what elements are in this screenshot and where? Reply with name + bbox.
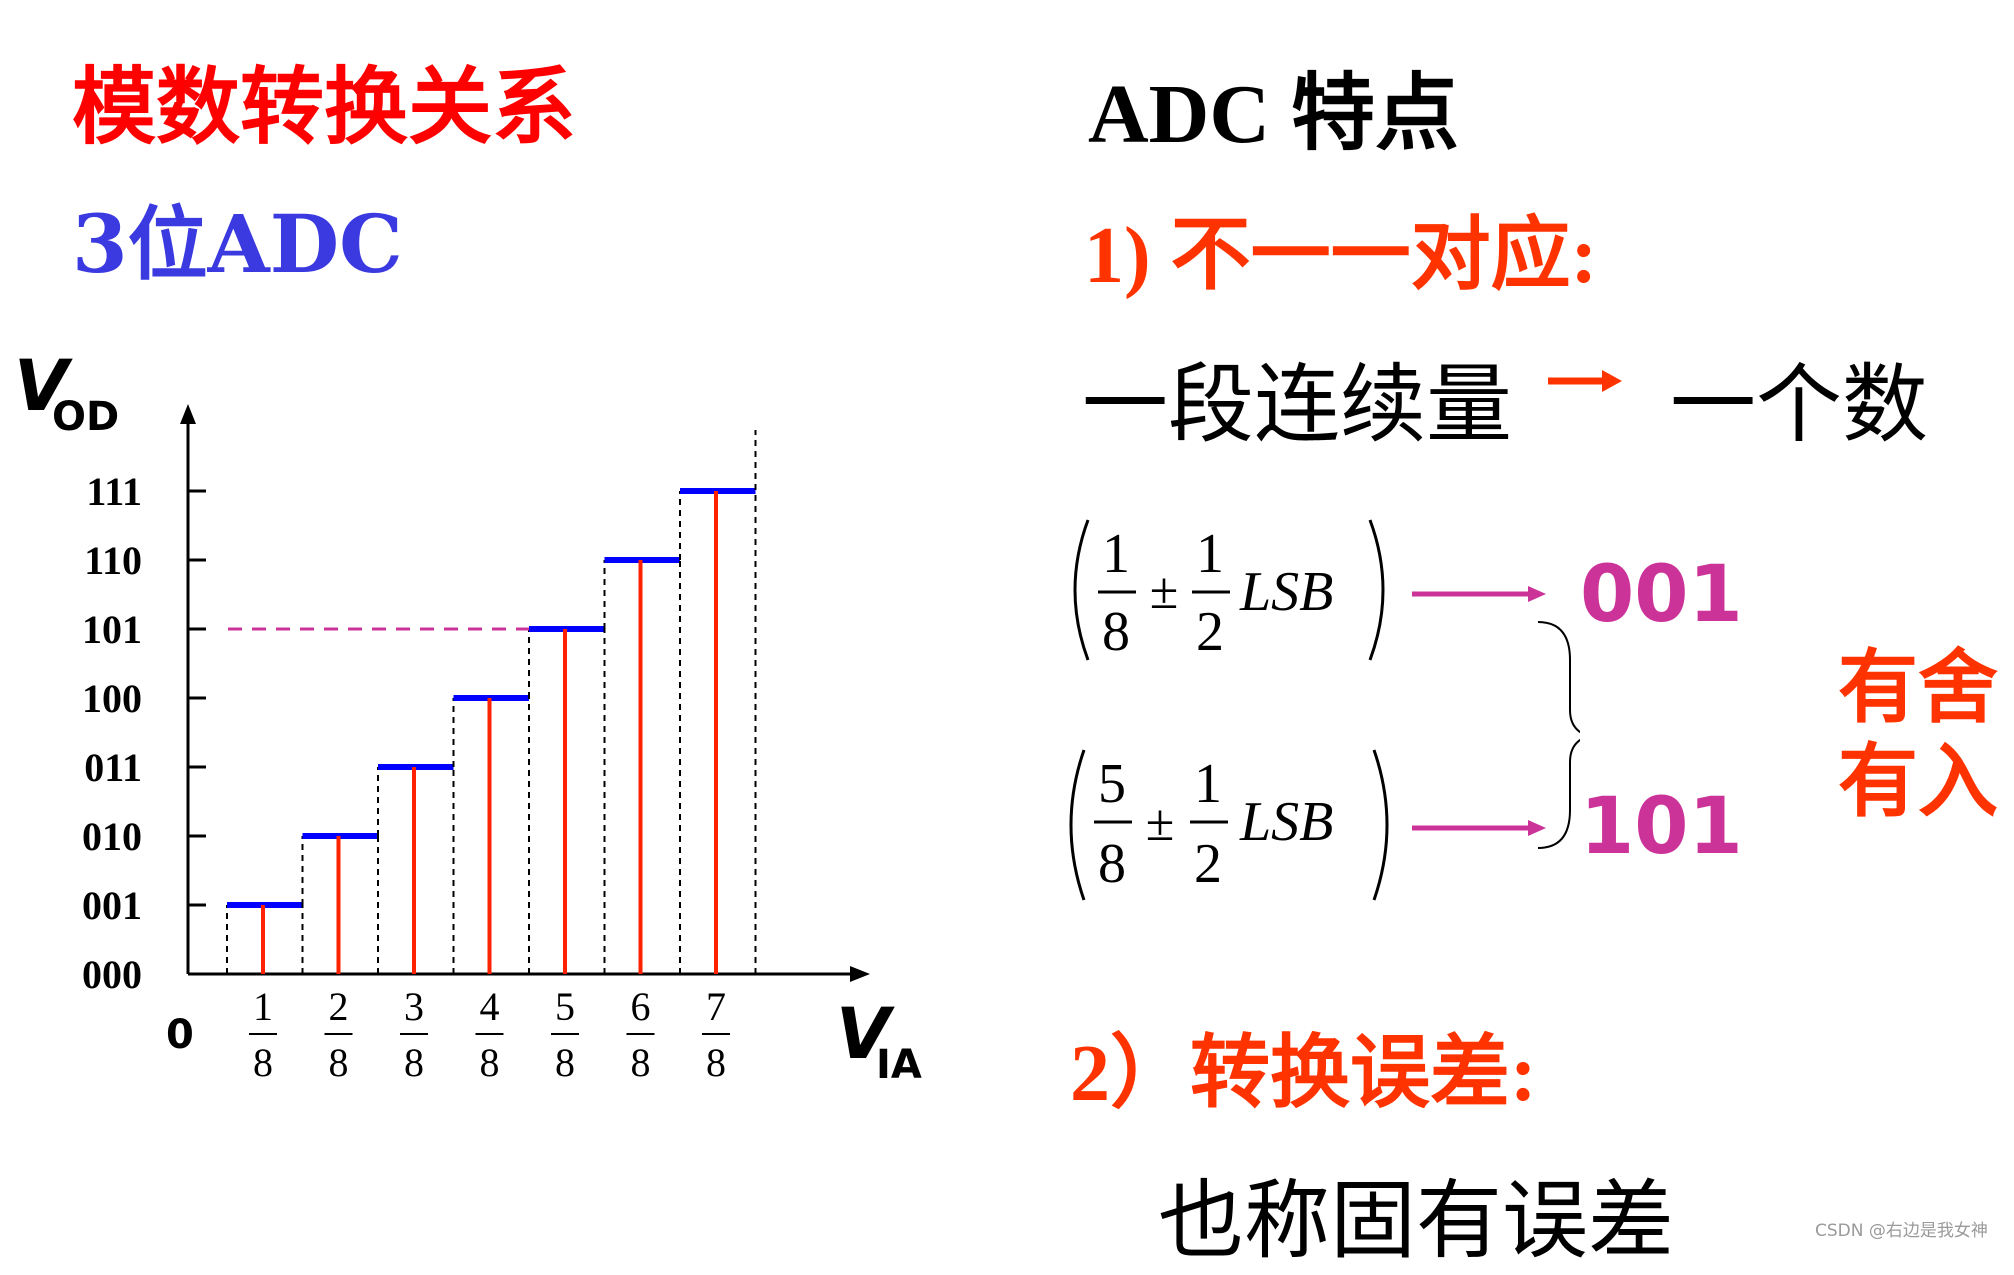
y-tick-label: 111: [86, 469, 142, 514]
x-tick-numerator: 5: [555, 984, 575, 1029]
mapping-left-text: 一段连续量: [1082, 355, 1512, 455]
mapping-right-text: 一个数: [1670, 355, 1928, 455]
watermark: CSDN @右边是我女神: [1815, 1221, 1988, 1241]
rounding-line-2: 有入: [1838, 735, 1998, 828]
x-tick-numerator: 7: [706, 984, 726, 1029]
formula-2-half-den: 2: [1194, 833, 1222, 895]
y-axis-arrow-icon: [180, 404, 196, 424]
x-tick-numerator: 1: [253, 984, 273, 1029]
rounding-line-1: 有舍: [1838, 641, 1998, 734]
y-axis-subscript: OD: [52, 394, 119, 440]
y-tick-label: 011: [84, 745, 142, 790]
formula-2-half-num: 1: [1194, 753, 1222, 815]
y-tick-label: 001: [82, 883, 142, 928]
y-tick-label: 100: [82, 676, 142, 721]
mapping-arrow-icon: [1548, 370, 1622, 392]
formula-2-pm: ±: [1146, 795, 1175, 852]
point-1-heading: 1) 不一一对应:: [1084, 212, 1598, 300]
adc-features-title: ADC 特点: [1088, 68, 1459, 161]
y-tick-label: 000: [82, 952, 142, 997]
formula-2-den: 8: [1098, 833, 1126, 895]
point-2-heading: 2）转换误差:: [1070, 1030, 1537, 1118]
x-axis-arrow-icon: [850, 966, 870, 982]
x-tick-denominator: 8: [631, 1040, 651, 1085]
x-tick-denominator: 8: [253, 1040, 273, 1085]
formula-1-num: 1: [1102, 523, 1130, 585]
x-axis-subscript: IA: [876, 1042, 922, 1088]
x-tick-denominator: 8: [329, 1040, 349, 1085]
page-title: 模数转换关系: [72, 57, 577, 156]
x-tick-numerator: 4: [480, 984, 500, 1029]
y-axis-symbol: V: [14, 345, 73, 427]
adc-transfer-chart: VODVIA0000001010011100101110111182838485…: [14, 345, 922, 1088]
code-101: 101: [1580, 782, 1743, 872]
x-tick-denominator: 8: [480, 1040, 500, 1085]
origin-label: 0: [166, 1012, 194, 1058]
curly-brace-icon: [1537, 621, 1580, 849]
x-tick-denominator: 8: [706, 1040, 726, 1085]
y-tick-label: 110: [84, 538, 142, 583]
formula-1-den: 8: [1102, 601, 1130, 663]
x-axis-symbol: V: [836, 993, 895, 1075]
formula-1-unit: LSB: [1239, 561, 1333, 623]
adc-subtitle: 3位ADC: [72, 197, 403, 291]
x-tick-numerator: 3: [404, 984, 424, 1029]
x-tick-numerator: 6: [631, 984, 651, 1029]
x-tick-denominator: 8: [555, 1040, 575, 1085]
formula-1-half-den: 2: [1196, 601, 1224, 663]
formula-group: 1 8 ± 1 2 LSB 5 8 ± 1 2 LSB: [1069, 519, 1580, 901]
x-tick-numerator: 2: [329, 984, 349, 1029]
y-tick-label: 010: [82, 814, 142, 859]
x-tick-denominator: 8: [404, 1040, 424, 1085]
y-tick-label: 101: [82, 607, 142, 652]
formula-1: 1 8 ± 1 2 LSB: [1073, 519, 1546, 663]
code-001: 001: [1580, 550, 1743, 640]
formula-1-pm: ±: [1150, 563, 1179, 620]
formula-2-unit: LSB: [1239, 791, 1333, 853]
error-note: 也称固有误差: [1158, 1171, 1674, 1271]
formula-2: 5 8 ± 1 2 LSB: [1069, 749, 1546, 901]
formula-1-half-num: 1: [1196, 523, 1224, 585]
formula-2-num: 5: [1098, 753, 1126, 815]
